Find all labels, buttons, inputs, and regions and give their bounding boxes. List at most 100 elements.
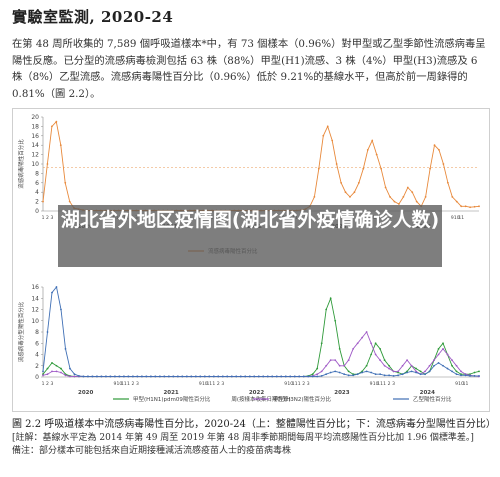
data-point <box>383 359 386 362</box>
data-point <box>59 144 62 147</box>
data-point <box>347 359 350 362</box>
data-point <box>248 375 251 378</box>
data-point <box>289 375 292 378</box>
data-point <box>325 364 328 367</box>
week-tick-label: 11 <box>292 381 298 387</box>
data-point <box>140 375 143 378</box>
data-point <box>194 375 197 378</box>
data-point <box>176 375 179 378</box>
data-point <box>411 191 414 194</box>
data-point <box>353 191 356 194</box>
data-point <box>424 196 427 198</box>
week-tick-label: 2 <box>388 381 391 387</box>
data-point <box>235 375 238 378</box>
week-tick-label: 9 <box>113 381 116 387</box>
page-title: 實驗室監測, 2020-24 <box>12 8 174 26</box>
y-tick-label: 4 <box>35 189 39 196</box>
data-point <box>442 342 444 345</box>
data-point <box>464 205 467 208</box>
data-point <box>313 196 316 198</box>
data-point <box>365 370 368 373</box>
data-point <box>212 375 215 378</box>
data-point <box>185 375 188 378</box>
data-point <box>271 375 274 378</box>
data-point <box>64 181 67 184</box>
year-label: 2023 <box>334 390 349 396</box>
data-point <box>401 364 404 367</box>
data-point <box>451 364 453 367</box>
data-point <box>473 205 476 208</box>
data-point <box>429 167 431 170</box>
data-point <box>380 167 383 170</box>
data-point <box>473 371 476 374</box>
series-line <box>42 120 480 211</box>
data-point <box>60 371 62 374</box>
week-tick-label: 10 <box>458 381 464 387</box>
data-point <box>172 375 175 378</box>
week-tick-label: 1 <box>298 381 301 387</box>
data-point <box>325 308 328 311</box>
data-point <box>374 373 377 376</box>
y-tick-label: 14 <box>31 142 39 149</box>
week-tick-label: 2 <box>46 215 49 221</box>
year-label: 2022 <box>249 390 264 396</box>
data-point <box>402 196 405 198</box>
data-point <box>199 375 202 378</box>
data-point <box>352 347 355 350</box>
week-tick-label: 11 <box>121 381 127 387</box>
data-point <box>428 370 431 373</box>
data-point <box>244 375 247 378</box>
data-point <box>356 373 359 376</box>
data-point <box>379 347 382 350</box>
data-point <box>478 205 480 208</box>
week-tick-label: 3 <box>307 381 310 387</box>
week-tick-label: 1 <box>127 381 130 387</box>
data-point <box>370 371 373 374</box>
year-label: 2021 <box>163 390 178 396</box>
y-tick-label: 4 <box>35 352 39 359</box>
y-tick-label: 16 <box>31 284 39 291</box>
week-tick-label: 2 <box>46 381 49 387</box>
week-tick-label: 1 <box>42 215 45 221</box>
data-point <box>266 375 269 378</box>
data-point <box>406 359 408 362</box>
data-point <box>370 353 373 356</box>
data-point <box>123 375 125 378</box>
y-axis-label: 流感病毒陽性百分比 <box>17 139 25 189</box>
data-point <box>335 163 338 165</box>
data-point <box>109 375 112 378</box>
y-tick-label: 2 <box>35 199 39 206</box>
data-point <box>366 149 369 151</box>
data-point <box>275 375 278 378</box>
data-point <box>50 125 53 128</box>
week-tick-label: 1 <box>42 381 45 387</box>
data-point <box>64 347 67 350</box>
data-point <box>316 375 319 378</box>
legend-label: 甲型(H3N2)陽性百分比 <box>273 395 332 403</box>
y-tick-label: 14 <box>31 295 39 302</box>
data-point <box>96 375 98 378</box>
data-point <box>464 374 467 377</box>
week-tick-label: 9 <box>455 381 458 387</box>
week-tick-label: 11 <box>458 215 464 221</box>
data-point <box>221 375 224 378</box>
data-point <box>410 364 413 367</box>
y-tick-label: 16 <box>31 133 39 140</box>
data-point <box>127 375 130 378</box>
data-point <box>158 375 161 378</box>
data-point <box>424 370 426 373</box>
data-point <box>91 375 94 378</box>
data-point <box>311 373 314 376</box>
legend-label: 甲型(H1N1)pdm09陽性百分比 <box>133 395 211 403</box>
data-point <box>406 371 408 374</box>
data-point <box>455 364 458 367</box>
data-point <box>55 364 58 367</box>
data-point <box>379 373 382 376</box>
data-point <box>145 375 148 378</box>
data-point <box>181 375 184 378</box>
data-point <box>388 374 391 377</box>
data-point <box>397 370 399 373</box>
data-point <box>217 375 220 378</box>
data-point <box>419 370 422 373</box>
data-point <box>455 370 458 373</box>
